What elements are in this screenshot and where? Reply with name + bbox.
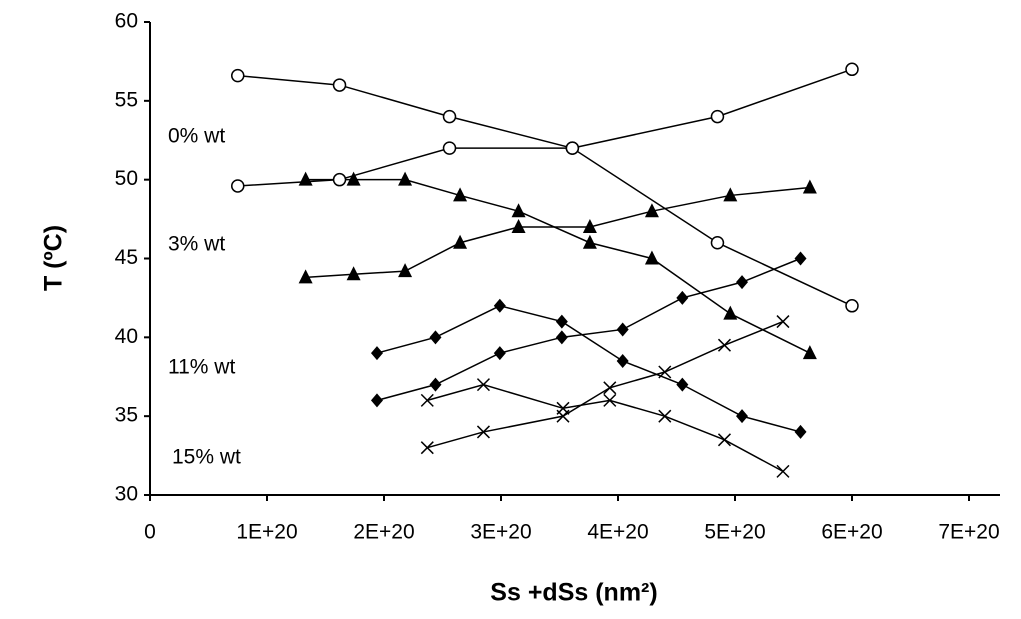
series-line — [427, 383, 784, 473]
marker — [582, 218, 597, 233]
marker — [346, 266, 361, 281]
marker — [493, 346, 506, 361]
marker — [453, 234, 468, 249]
marker — [493, 298, 506, 313]
y-tick-label: 60 — [115, 10, 138, 33]
marker — [442, 141, 457, 155]
marker — [442, 109, 457, 124]
marker — [723, 305, 738, 320]
series-line — [237, 74, 853, 307]
marker — [370, 346, 383, 361]
x-tick-label: 7E+20 — [938, 521, 999, 544]
marker — [298, 269, 313, 284]
marker — [429, 330, 442, 345]
marker — [420, 441, 434, 455]
marker — [511, 218, 526, 233]
series-line — [305, 178, 811, 354]
marker — [736, 275, 749, 290]
marker — [794, 424, 807, 439]
marker — [398, 263, 413, 278]
marker — [710, 109, 725, 124]
marker — [453, 187, 468, 202]
x-tick-label: 1E+20 — [236, 521, 297, 544]
marker — [231, 179, 245, 193]
marker — [298, 171, 313, 186]
marker — [603, 381, 617, 395]
marker — [845, 299, 859, 313]
marker — [565, 141, 580, 155]
marker — [736, 409, 749, 424]
annotation: 11% wt — [168, 356, 235, 379]
marker — [658, 365, 672, 379]
marker — [845, 62, 859, 77]
marker — [802, 345, 817, 360]
marker — [556, 409, 570, 423]
marker — [398, 171, 413, 186]
marker — [332, 78, 347, 92]
x-tick-label: 4E+20 — [587, 521, 648, 544]
marker — [644, 203, 659, 218]
marker — [582, 234, 597, 249]
marker — [476, 425, 490, 439]
marker — [794, 251, 807, 266]
x-tick-label: 0 — [144, 521, 156, 544]
marker — [429, 377, 442, 392]
marker — [231, 68, 245, 83]
marker — [717, 433, 732, 447]
marker — [603, 393, 617, 407]
marker — [370, 393, 383, 408]
marker — [332, 172, 347, 187]
marker — [802, 179, 817, 194]
marker — [776, 464, 790, 478]
x-tick-label: 2E+20 — [353, 521, 414, 544]
marker — [644, 250, 659, 265]
y-axis-title: T (ºC) — [40, 225, 68, 291]
series-line — [376, 257, 801, 402]
marker — [776, 315, 790, 329]
y-tick-label: 50 — [115, 167, 138, 190]
x-tick-label: 6E+20 — [821, 521, 882, 544]
x-tick-label: 5E+20 — [704, 521, 765, 544]
marker — [676, 290, 689, 305]
marker — [511, 203, 526, 218]
x-tick-label: 3E+20 — [470, 521, 531, 544]
marker — [676, 377, 689, 392]
marker — [616, 353, 629, 368]
marker — [555, 314, 568, 329]
y-tick-label: 30 — [115, 483, 138, 506]
y-tick-label: 45 — [115, 246, 138, 269]
series-line — [376, 305, 801, 433]
y-tick-label: 35 — [115, 404, 138, 427]
marker — [658, 409, 672, 423]
marker — [710, 235, 725, 250]
marker — [346, 171, 361, 186]
x-axis-title: Ss +dSs (nm²) — [490, 579, 657, 607]
marker — [476, 378, 490, 392]
marker — [717, 338, 732, 352]
annotation: 15% wt — [172, 446, 241, 469]
y-tick-label: 55 — [115, 88, 138, 111]
marker — [616, 322, 629, 337]
marker — [420, 393, 434, 407]
y-tick-label: 40 — [115, 325, 138, 348]
marker — [555, 330, 568, 345]
annotation: 0% wt — [168, 125, 225, 148]
annotation: 3% wt — [168, 233, 225, 256]
marker — [723, 187, 738, 202]
series-line — [237, 68, 853, 187]
